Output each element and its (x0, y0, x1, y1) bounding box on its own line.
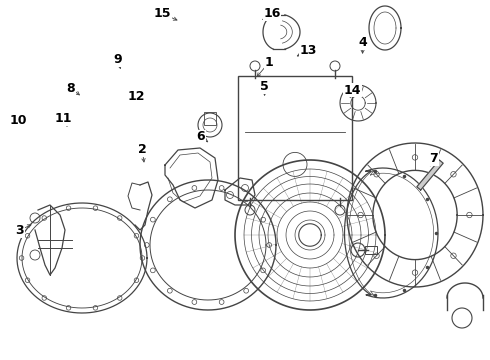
Text: 7: 7 (429, 152, 438, 165)
Text: 1: 1 (264, 57, 273, 69)
Text: 5: 5 (260, 80, 269, 93)
Text: 11: 11 (55, 112, 73, 125)
Text: 6: 6 (196, 130, 205, 143)
Polygon shape (417, 160, 443, 190)
Text: 3: 3 (15, 224, 24, 237)
Bar (204, 112, 216, 125)
Text: 12: 12 (127, 90, 145, 103)
Text: 13: 13 (300, 44, 318, 57)
Bar (365, 246, 377, 254)
Text: 8: 8 (67, 82, 75, 95)
Text: 16: 16 (263, 7, 281, 20)
Text: 4: 4 (358, 36, 367, 49)
Text: 10: 10 (10, 114, 27, 127)
Text: 14: 14 (344, 84, 362, 96)
Text: 2: 2 (138, 143, 147, 156)
Text: 9: 9 (113, 53, 122, 66)
Text: 15: 15 (154, 7, 172, 20)
FancyBboxPatch shape (238, 76, 352, 200)
